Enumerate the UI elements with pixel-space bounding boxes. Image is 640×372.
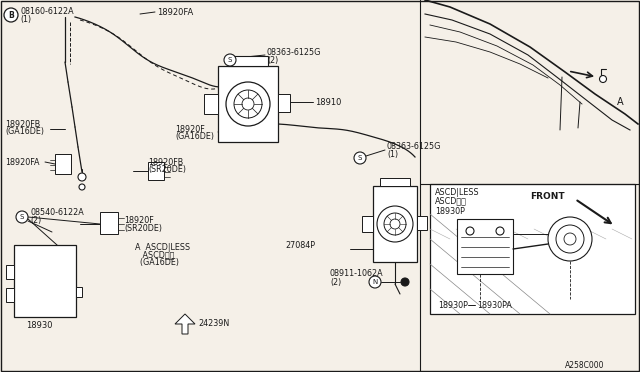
Circle shape <box>548 217 592 261</box>
Text: 08363-6125G: 08363-6125G <box>267 48 321 57</box>
Circle shape <box>242 98 254 110</box>
Bar <box>417 216 427 230</box>
Text: 18920FA: 18920FA <box>157 7 193 16</box>
Circle shape <box>16 211 28 223</box>
Bar <box>6 288 14 302</box>
Text: (GA16DE): (GA16DE) <box>5 126 44 135</box>
Circle shape <box>354 152 366 164</box>
Circle shape <box>401 278 409 286</box>
Text: (2): (2) <box>267 55 278 64</box>
Text: (SR20DE): (SR20DE) <box>148 164 186 173</box>
Text: 18930: 18930 <box>26 321 52 330</box>
Circle shape <box>377 206 413 242</box>
Bar <box>55 154 71 174</box>
Text: 18930P: 18930P <box>438 301 468 311</box>
Text: 24239N: 24239N <box>198 320 229 328</box>
Text: (GA16DE): (GA16DE) <box>135 259 179 267</box>
Text: S: S <box>228 57 232 63</box>
Bar <box>76 287 82 297</box>
Text: 18930PA: 18930PA <box>477 301 512 311</box>
Text: 18930P: 18930P <box>435 206 465 215</box>
Text: 27084P: 27084P <box>285 241 315 250</box>
Circle shape <box>390 219 400 229</box>
Bar <box>204 94 218 114</box>
Circle shape <box>369 276 381 288</box>
Text: A: A <box>617 97 623 107</box>
Text: B: B <box>8 10 14 19</box>
Polygon shape <box>175 314 195 334</box>
Bar <box>14 245 76 317</box>
Bar <box>100 212 118 234</box>
Text: (1): (1) <box>20 15 31 23</box>
Circle shape <box>496 227 504 235</box>
Text: S: S <box>20 214 24 220</box>
Text: (1): (1) <box>387 150 398 158</box>
Text: 18910: 18910 <box>315 97 341 106</box>
Bar <box>380 178 410 186</box>
Circle shape <box>4 8 18 22</box>
Text: A258C000: A258C000 <box>565 362 605 371</box>
Circle shape <box>556 225 584 253</box>
Text: (SR20DE): (SR20DE) <box>124 224 162 232</box>
Text: 18920F: 18920F <box>175 125 205 134</box>
Text: N: N <box>372 279 378 285</box>
Text: (2): (2) <box>30 215 41 224</box>
Bar <box>278 94 290 112</box>
Text: (GA16DE): (GA16DE) <box>175 131 214 141</box>
Text: 08540-6122A: 08540-6122A <box>30 208 84 217</box>
Circle shape <box>224 54 236 66</box>
Circle shape <box>564 233 576 245</box>
Text: 18920FB: 18920FB <box>148 157 183 167</box>
Text: 18920F: 18920F <box>124 215 154 224</box>
Text: 18920FB: 18920FB <box>5 119 40 128</box>
Text: 08911-1062A: 08911-1062A <box>330 269 383 279</box>
Bar <box>6 265 14 279</box>
Text: ASCD重要: ASCD重要 <box>135 250 174 260</box>
Circle shape <box>226 82 270 126</box>
Text: ASCD|LESS: ASCD|LESS <box>435 187 479 196</box>
Bar <box>457 219 513 274</box>
Circle shape <box>78 173 86 181</box>
Bar <box>218 66 278 142</box>
Text: ASCD重要: ASCD重要 <box>435 196 467 205</box>
Circle shape <box>79 184 85 190</box>
Text: A  ASCD|LESS: A ASCD|LESS <box>135 243 190 251</box>
Circle shape <box>384 213 406 235</box>
Text: 18920FA: 18920FA <box>5 157 40 167</box>
Bar <box>362 216 373 232</box>
Bar <box>148 162 164 180</box>
Text: 08363-6125G: 08363-6125G <box>387 141 442 151</box>
Text: (2): (2) <box>330 278 341 286</box>
Bar <box>373 186 417 262</box>
Text: FRONT: FRONT <box>530 192 564 201</box>
Text: S: S <box>358 155 362 161</box>
Circle shape <box>600 76 607 83</box>
Bar <box>430 184 635 314</box>
Text: 08160-6122A: 08160-6122A <box>20 6 74 16</box>
Circle shape <box>466 227 474 235</box>
Circle shape <box>234 90 262 118</box>
Bar <box>228 56 268 66</box>
